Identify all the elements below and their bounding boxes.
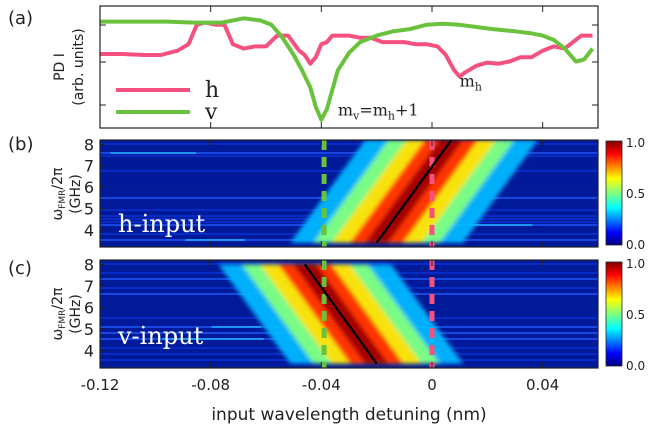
x-tick-label: 0 [427, 376, 437, 394]
panel-c-frame [99, 259, 599, 369]
panel-b-y-ticks: 4 5 6 7 8 [84, 135, 105, 240]
legend-label-h: h [205, 78, 219, 103]
panel-c-ylabel-line1: ωFMR/2π [50, 287, 68, 341]
colorbar-c-tick-max: 1.0 [626, 257, 645, 271]
panel-b-label-h-input: h-input [118, 210, 206, 238]
noise-stripe [100, 152, 598, 154]
y-tick-label: 5 [84, 320, 94, 339]
x-axis-label: input wavelength detuning (nm) [211, 405, 486, 425]
y-tick-label: 6 [84, 178, 94, 197]
noise-stripe [100, 161, 598, 163]
panel-b-frame [99, 139, 599, 248]
noise-stripe [100, 140, 598, 142]
panel-a-ylabel-line1: PD I [52, 53, 68, 81]
noise-stripe [100, 263, 598, 265]
panel-label-a: (a) [8, 8, 33, 29]
x-axis-ticks: -0.12 -0.08 -0.04 0 0.04 [81, 6, 559, 394]
panel-c-label-v-input: v-input [117, 322, 204, 350]
y-tick-label: 7 [84, 277, 94, 296]
colorbar-b-tick-max: 1.0 [626, 136, 645, 150]
panel-a-ylabel-line2: (arb. units) [71, 28, 87, 105]
noise-stripe [162, 338, 264, 340]
noise-stripe [211, 326, 262, 328]
colorbar-c-tick-min: 0.0 [626, 359, 645, 373]
colorbar-b-tick-min: 0.0 [626, 238, 645, 252]
annotation-mh: mh [460, 71, 482, 93]
noise-stripe [100, 155, 598, 157]
colorbar-c [605, 261, 623, 367]
x-tick-label: -0.04 [302, 376, 341, 394]
panel-label-b: (b) [8, 134, 33, 155]
fit-line-c [303, 263, 378, 365]
panel-b-ylabel-line2: (GHz) [68, 174, 84, 214]
noise-stripe [441, 224, 533, 226]
panel-c-ylabel-line2: (GHz) [68, 294, 84, 334]
y-tick-label: 4 [84, 342, 94, 361]
panel-a-frame [99, 5, 599, 129]
noise-stripe [110, 152, 197, 154]
noise-stripe [185, 239, 245, 241]
legend: h v [116, 78, 219, 125]
x-tick-label: 0.04 [526, 376, 559, 394]
colorbar-b [605, 140, 623, 246]
y-tick-label: 6 [84, 299, 94, 318]
y-tick-label: 8 [84, 255, 94, 274]
panel-a: PD I (arb. units) h v mv=mh+1 mh [52, 5, 599, 129]
y-tick-label: 5 [84, 199, 94, 218]
fit-line-b [375, 140, 453, 244]
colorbar-b-tick-mid: 0.5 [626, 187, 645, 201]
x-tick-label: -0.12 [81, 376, 120, 394]
series-line-h [100, 20, 593, 79]
x-tick-label: -0.08 [191, 376, 230, 394]
y-tick-label: 7 [84, 157, 94, 176]
y-tick-label: 8 [84, 135, 94, 154]
noise-stripe [100, 143, 598, 145]
colorbar-c-tick-mid: 0.5 [626, 308, 645, 322]
panel-b-ylabel-line1: ωFMR/2π [50, 167, 68, 221]
panel-c-y-ticks: 4 5 6 7 8 [84, 255, 105, 361]
series-line-v [100, 16, 595, 122]
panel-b: ωFMR/2π (GHz) h-input 4 5 6 7 8 1.0 0.5 0.0 [50, 135, 645, 252]
y-tick-label: 4 [84, 221, 94, 240]
panel-c: ωFMR/2π (GHz) v-input 4 5 6 7 8 1.0 0.5 0.0 [50, 255, 645, 373]
legend-label-v: v [204, 100, 218, 125]
noise-stripe [100, 245, 598, 247]
annotation-mv-equals-mh-plus-1: mv=mh+1 [338, 101, 419, 123]
panel-label-c: (c) [8, 258, 32, 279]
